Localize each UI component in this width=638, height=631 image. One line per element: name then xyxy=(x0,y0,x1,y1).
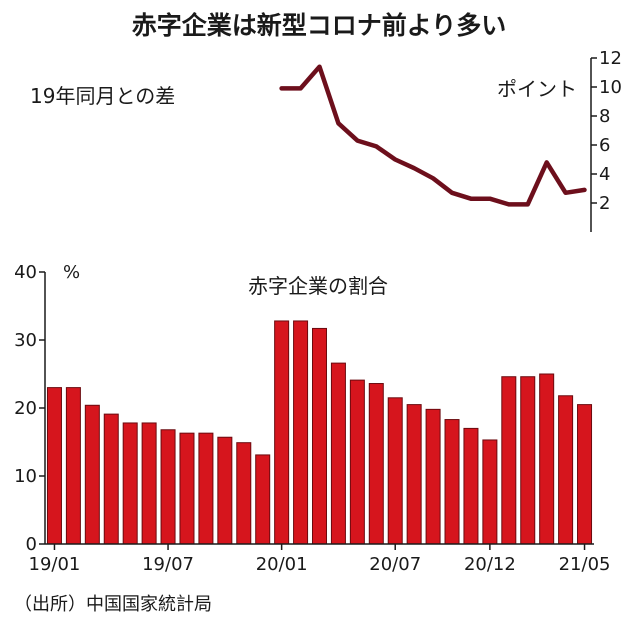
source-note: （出所）中国国家統計局 xyxy=(14,594,212,615)
line-y-tick-label: 2 xyxy=(599,193,610,214)
bar-21-01 xyxy=(501,376,517,545)
bar-19-04 xyxy=(103,413,119,545)
bar-19-06 xyxy=(141,422,157,545)
bar-y-tick-label: 10 xyxy=(14,466,37,487)
bar-19-07 xyxy=(160,429,176,545)
line-y-tick-label: 10 xyxy=(599,77,622,98)
bar-19-01 xyxy=(46,387,62,545)
bar-20-05 xyxy=(349,379,365,545)
bar-series xyxy=(46,320,593,545)
bar-chart-y-unit: % xyxy=(63,262,80,283)
bar-x-tick-label: 19/01 xyxy=(29,554,81,575)
bar-21-04 xyxy=(558,395,574,545)
chart-title: 赤字企業は新型コロナ前より多い xyxy=(132,11,507,40)
bar-21-02 xyxy=(520,376,536,545)
bar-19-02 xyxy=(65,387,81,545)
line-chart: 19年同月との差 ポイント 2 4 6 8 10 12 xyxy=(30,48,622,232)
bar-chart: 赤字企業の割合 % 0 10 20 30 40 19/01 19/07 20/01 20/07… xyxy=(14,262,610,575)
line-y-tick-label: 8 xyxy=(599,106,610,127)
bar-19-03 xyxy=(84,404,100,545)
bar-20-09 xyxy=(425,408,441,545)
bar-20-04 xyxy=(330,362,346,545)
bar-20-02 xyxy=(293,320,309,545)
bar-chart-y-ticks: 0 10 20 30 40 xyxy=(14,262,45,555)
line-chart-ticks: 2 4 6 8 10 12 xyxy=(591,48,622,214)
bar-y-tick-label: 20 xyxy=(14,398,37,419)
bar-19-05 xyxy=(122,422,138,545)
bar-x-tick-label: 20/07 xyxy=(369,554,421,575)
bar-21-05 xyxy=(577,404,593,545)
line-y-tick-label: 12 xyxy=(599,48,622,69)
line-y-tick-label: 4 xyxy=(599,164,610,185)
bar-x-tick-label: 19/07 xyxy=(142,554,194,575)
bar-19-10 xyxy=(217,436,233,545)
bar-chart-x-ticks: 19/01 19/07 20/01 20/07 20/12 21/05 xyxy=(29,544,611,575)
bar-20-10 xyxy=(444,419,460,545)
bar-y-tick-label: 40 xyxy=(14,262,37,283)
line-chart-y-unit: ポイント xyxy=(497,77,577,101)
bar-20-08 xyxy=(406,404,422,545)
bar-19-12 xyxy=(255,454,271,545)
bar-20-03 xyxy=(311,327,328,545)
bar-x-tick-label: 21/05 xyxy=(559,554,611,575)
bar-20-06 xyxy=(368,383,384,545)
bar-x-tick-label: 20/12 xyxy=(464,554,516,575)
bar-x-tick-label: 20/01 xyxy=(256,554,308,575)
bar-20-01 xyxy=(274,320,290,545)
bar-20-12 xyxy=(482,439,498,545)
bar-y-tick-label: 0 xyxy=(26,534,37,555)
bar-19-09 xyxy=(198,432,214,545)
bar-chart-title: 赤字企業の割合 xyxy=(248,274,388,298)
bar-21-03 xyxy=(539,373,555,545)
bar-19-08 xyxy=(179,432,195,545)
bar-20-11 xyxy=(463,427,479,545)
bar-20-07 xyxy=(387,397,403,545)
line-series xyxy=(279,64,587,207)
bar-y-tick-label: 30 xyxy=(14,330,37,351)
line-y-tick-label: 6 xyxy=(599,135,610,156)
bar-19-11 xyxy=(236,442,252,545)
line-chart-title: 19年同月との差 xyxy=(30,84,175,108)
